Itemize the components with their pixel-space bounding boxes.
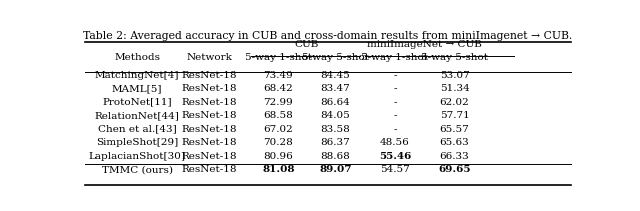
Text: ResNet-18: ResNet-18 bbox=[181, 138, 237, 147]
Text: 5-way 5-shot: 5-way 5-shot bbox=[421, 53, 488, 62]
Text: 48.56: 48.56 bbox=[380, 138, 410, 147]
Text: 72.99: 72.99 bbox=[264, 98, 293, 107]
Text: ResNet-18: ResNet-18 bbox=[181, 84, 237, 93]
Text: 62.02: 62.02 bbox=[440, 98, 469, 107]
Text: 67.02: 67.02 bbox=[264, 125, 293, 134]
Text: 68.42: 68.42 bbox=[264, 84, 293, 93]
Text: LaplacianShot[30]: LaplacianShot[30] bbox=[88, 152, 186, 161]
Text: 51.34: 51.34 bbox=[440, 84, 469, 93]
Text: 54.57: 54.57 bbox=[380, 165, 410, 174]
Text: 65.57: 65.57 bbox=[440, 125, 469, 134]
Text: ResNet-18: ResNet-18 bbox=[181, 165, 237, 174]
Text: 70.28: 70.28 bbox=[264, 138, 293, 147]
Text: Network: Network bbox=[186, 53, 232, 62]
Text: CUB: CUB bbox=[295, 40, 319, 49]
Text: -: - bbox=[393, 98, 397, 107]
Text: 53.07: 53.07 bbox=[440, 71, 469, 80]
Text: miniImageNet → CUB: miniImageNet → CUB bbox=[367, 40, 482, 49]
Text: Methods: Methods bbox=[114, 53, 160, 62]
Text: 84.45: 84.45 bbox=[321, 71, 350, 80]
Text: 65.63: 65.63 bbox=[440, 138, 469, 147]
Text: TMMC (ours): TMMC (ours) bbox=[102, 165, 173, 174]
Text: MatchingNet[4]: MatchingNet[4] bbox=[95, 71, 179, 80]
Text: 5-way 5-shot: 5-way 5-shot bbox=[302, 53, 369, 62]
Text: 5-way 1-shot: 5-way 1-shot bbox=[362, 53, 428, 62]
Text: 68.58: 68.58 bbox=[264, 111, 293, 120]
Text: 86.64: 86.64 bbox=[321, 98, 350, 107]
Text: -: - bbox=[393, 125, 397, 134]
Text: ResNet-18: ResNet-18 bbox=[181, 111, 237, 120]
Text: 66.33: 66.33 bbox=[440, 152, 469, 161]
Text: ResNet-18: ResNet-18 bbox=[181, 152, 237, 161]
Text: 81.08: 81.08 bbox=[262, 165, 294, 174]
Text: 57.71: 57.71 bbox=[440, 111, 469, 120]
Text: -: - bbox=[393, 71, 397, 80]
Text: ProtoNet[11]: ProtoNet[11] bbox=[102, 98, 172, 107]
Text: Table 2: Averaged accuracy in CUB and cross-domain results from miniImagenet → C: Table 2: Averaged accuracy in CUB and cr… bbox=[83, 31, 573, 41]
Text: 69.65: 69.65 bbox=[438, 165, 471, 174]
Text: 83.47: 83.47 bbox=[321, 84, 350, 93]
Text: 89.07: 89.07 bbox=[319, 165, 352, 174]
Text: 84.05: 84.05 bbox=[321, 111, 350, 120]
Text: -: - bbox=[393, 111, 397, 120]
Text: Chen et al.[43]: Chen et al.[43] bbox=[98, 125, 177, 134]
Text: -: - bbox=[393, 84, 397, 93]
Text: ResNet-18: ResNet-18 bbox=[181, 125, 237, 134]
Text: 5-way 1-shot: 5-way 1-shot bbox=[245, 53, 312, 62]
Text: RelationNet[44]: RelationNet[44] bbox=[95, 111, 179, 120]
Text: 73.49: 73.49 bbox=[264, 71, 293, 80]
Text: ResNet-18: ResNet-18 bbox=[181, 98, 237, 107]
Text: 86.37: 86.37 bbox=[321, 138, 350, 147]
Text: 83.58: 83.58 bbox=[321, 125, 350, 134]
Text: SimpleShot[29]: SimpleShot[29] bbox=[96, 138, 178, 147]
Text: MAML[5]: MAML[5] bbox=[112, 84, 163, 93]
Text: 80.96: 80.96 bbox=[264, 152, 293, 161]
Text: 88.68: 88.68 bbox=[321, 152, 350, 161]
Text: ResNet-18: ResNet-18 bbox=[181, 71, 237, 80]
Text: 55.46: 55.46 bbox=[379, 152, 411, 161]
